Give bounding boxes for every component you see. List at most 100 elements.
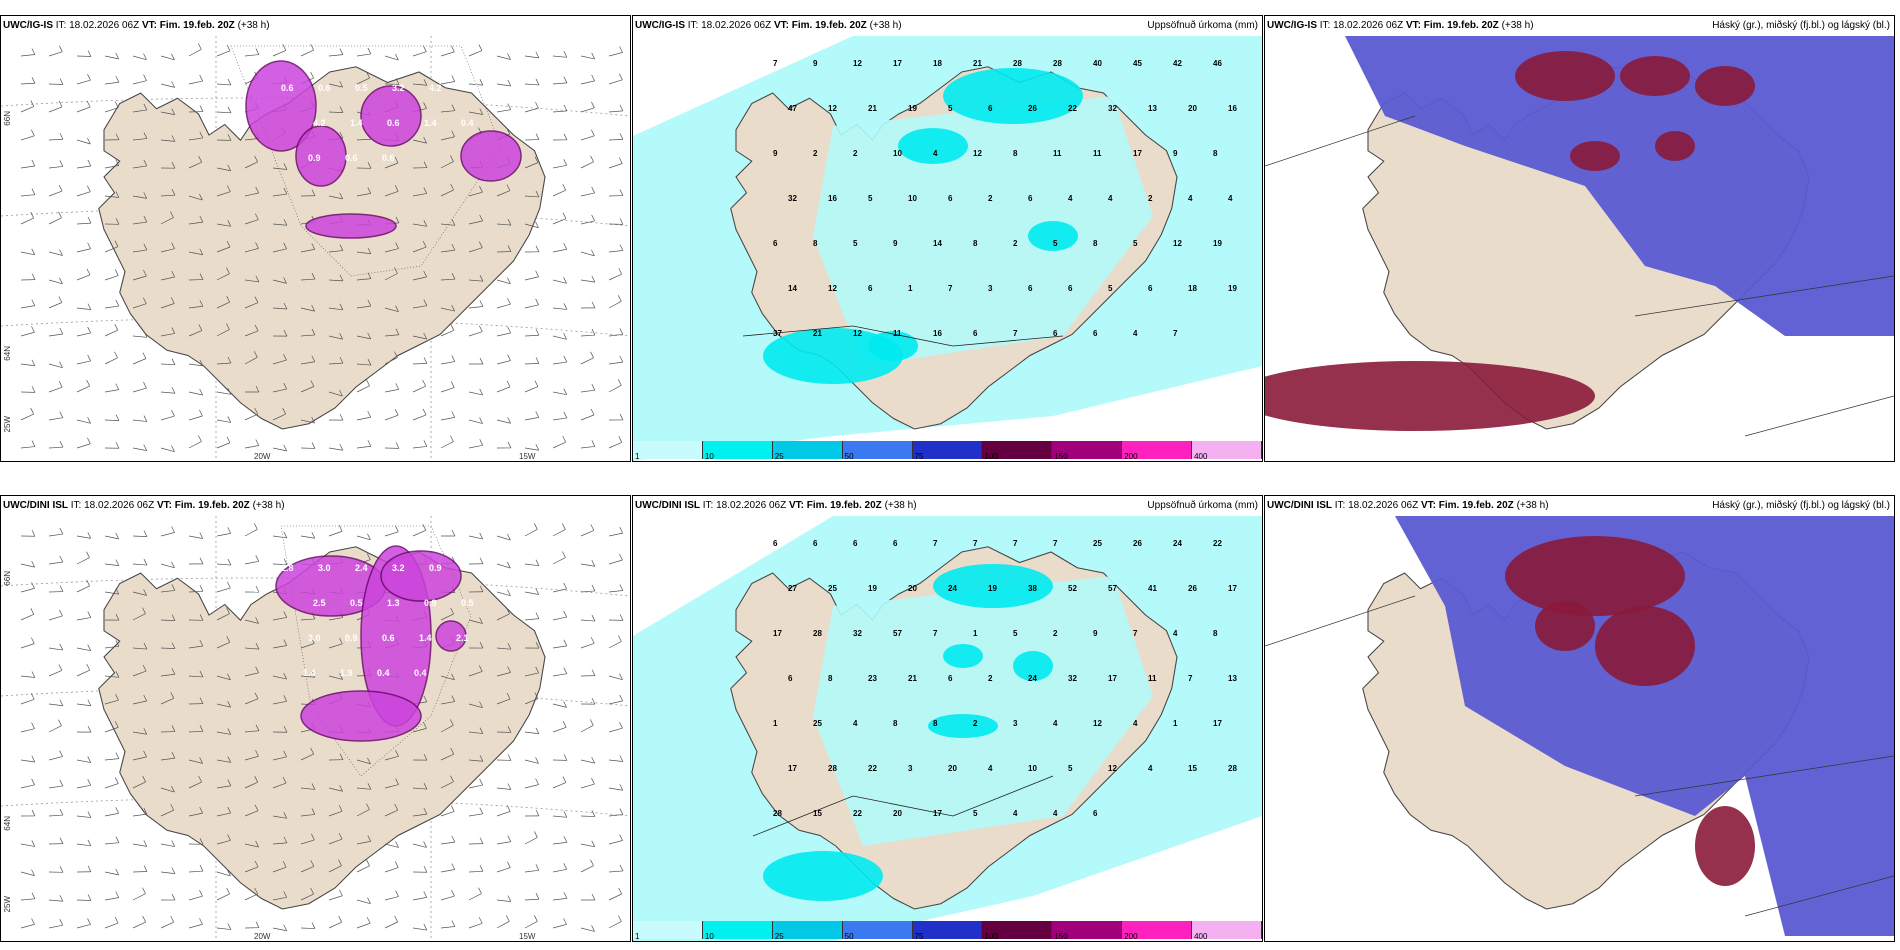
snow-area bbox=[305, 213, 397, 239]
panel-title: UWC/DINI ISL IT: 18.02.2026 06Z VT: Fim.… bbox=[635, 500, 917, 511]
snow-value-label: 0.9 bbox=[424, 598, 437, 608]
wind-barb bbox=[356, 193, 371, 197]
wind-barb bbox=[272, 896, 287, 901]
precip-value-label: 3 bbox=[988, 284, 993, 293]
precip-value-label: 26 bbox=[1188, 584, 1197, 593]
wind-barb bbox=[356, 787, 371, 790]
wind-barb-flag bbox=[507, 53, 511, 60]
wind-barb-flag bbox=[87, 532, 92, 539]
wind-barb-flag bbox=[254, 296, 259, 303]
wind-barb bbox=[216, 587, 231, 593]
wind-barb-flag bbox=[338, 916, 343, 923]
legend-swatch bbox=[912, 441, 983, 459]
wind-barb bbox=[188, 441, 202, 449]
wind-barb-flag bbox=[563, 133, 568, 140]
wind-barb-flag bbox=[562, 721, 567, 728]
wind-barb-flag bbox=[479, 837, 484, 844]
wind-barb bbox=[216, 329, 230, 337]
precip-value-label: 5 bbox=[853, 239, 858, 248]
wind-barb bbox=[468, 191, 483, 197]
precip-value-label: 17 bbox=[1228, 584, 1237, 593]
wind-barb-flag bbox=[31, 809, 36, 817]
wind-barb bbox=[608, 139, 624, 141]
wind-barb-flag bbox=[451, 130, 455, 137]
precip-value-label: 19 bbox=[1213, 239, 1222, 248]
wind-barb bbox=[160, 333, 175, 337]
wind-barb bbox=[468, 279, 483, 282]
wind-barb bbox=[580, 865, 594, 873]
wind-barb-flag bbox=[535, 666, 539, 674]
wind-barb-flag bbox=[619, 553, 623, 561]
snow-value-label: 3.2 bbox=[392, 83, 405, 93]
wind-barb-flag bbox=[115, 640, 120, 647]
wind-barb bbox=[104, 329, 118, 337]
wind-barb-flag bbox=[87, 354, 91, 362]
wind-barb-flag bbox=[534, 692, 539, 699]
legend-tick-label: 100 bbox=[984, 452, 998, 461]
wind-barb bbox=[328, 335, 343, 340]
wind-barb bbox=[356, 865, 370, 873]
wind-barb-flag bbox=[423, 220, 428, 227]
wind-barb bbox=[132, 591, 147, 596]
wind-barb-flag bbox=[59, 249, 63, 256]
wind-barb bbox=[272, 359, 287, 365]
wind-barb bbox=[76, 585, 90, 593]
wind-barb bbox=[580, 642, 595, 649]
precip-value-label: 42 bbox=[1173, 59, 1182, 68]
wind-barb bbox=[524, 784, 539, 789]
wind-barb-flag bbox=[619, 755, 624, 762]
wind-barb-flag bbox=[255, 666, 259, 673]
wind-barb-flag bbox=[87, 644, 92, 651]
precip-value-label: 7 bbox=[948, 284, 953, 293]
wind-barb bbox=[188, 391, 203, 396]
wind-barb-flag bbox=[143, 269, 147, 277]
wind-barb-flag bbox=[283, 219, 288, 226]
wind-barb bbox=[244, 755, 259, 761]
wind-barb-flag bbox=[59, 895, 64, 902]
wind-barb-flag bbox=[171, 327, 176, 334]
wind-barb-flag bbox=[506, 805, 511, 812]
wind-barb-flag bbox=[199, 409, 203, 417]
wind-barb-flag bbox=[367, 247, 372, 254]
precip-value-label: 2 bbox=[1013, 239, 1018, 248]
wind-barb-flag bbox=[142, 664, 147, 672]
wind-barb-flag bbox=[450, 748, 455, 755]
wind-barb bbox=[216, 223, 231, 227]
wind-barb-flag bbox=[143, 159, 148, 167]
wind-barb bbox=[216, 785, 231, 789]
wind-barb bbox=[104, 591, 119, 595]
wind-barb-flag bbox=[311, 328, 316, 336]
wind-barb bbox=[384, 273, 398, 281]
wind-barb-flag bbox=[59, 78, 64, 85]
wind-barb-flag bbox=[226, 636, 231, 643]
wind-barb-flag bbox=[563, 159, 568, 166]
precip-value-label: 57 bbox=[1108, 584, 1117, 593]
panel-igis-clouds: UWC/IG-IS IT: 18.02.2026 06Z VT: Fim. 19… bbox=[1264, 15, 1895, 462]
wind-barb bbox=[76, 222, 91, 225]
wind-barb-flag bbox=[366, 859, 370, 866]
wind-barb bbox=[552, 588, 567, 593]
wind-barb bbox=[496, 811, 511, 817]
precip-value-label: 37 bbox=[773, 329, 782, 338]
snow-value-label: 2.5 bbox=[313, 598, 326, 608]
wind-barb bbox=[244, 619, 259, 624]
wind-barb-flag bbox=[227, 869, 231, 877]
lon-label-25: 25W bbox=[3, 896, 12, 913]
precip-value-label: 21 bbox=[868, 104, 877, 113]
precip-value-label: 20 bbox=[948, 764, 957, 773]
wind-barb-flag bbox=[394, 409, 399, 416]
precip-value-label: 25 bbox=[828, 584, 837, 593]
wind-barb-flag bbox=[255, 48, 260, 55]
wind-barb bbox=[272, 388, 287, 393]
wind-barb-flag bbox=[591, 669, 596, 676]
wind-barb-flag bbox=[535, 245, 540, 252]
wind-barb-flag bbox=[171, 53, 175, 60]
wind-barb-flag bbox=[506, 127, 511, 135]
wind-barb-flag bbox=[171, 751, 176, 759]
wind-barb-flag bbox=[227, 806, 231, 814]
wind-barb bbox=[440, 675, 455, 681]
wind-barb bbox=[580, 107, 595, 113]
wind-barb-flag bbox=[311, 442, 316, 449]
wind-barb bbox=[440, 387, 455, 393]
precip-value-label: 12 bbox=[1108, 764, 1117, 773]
